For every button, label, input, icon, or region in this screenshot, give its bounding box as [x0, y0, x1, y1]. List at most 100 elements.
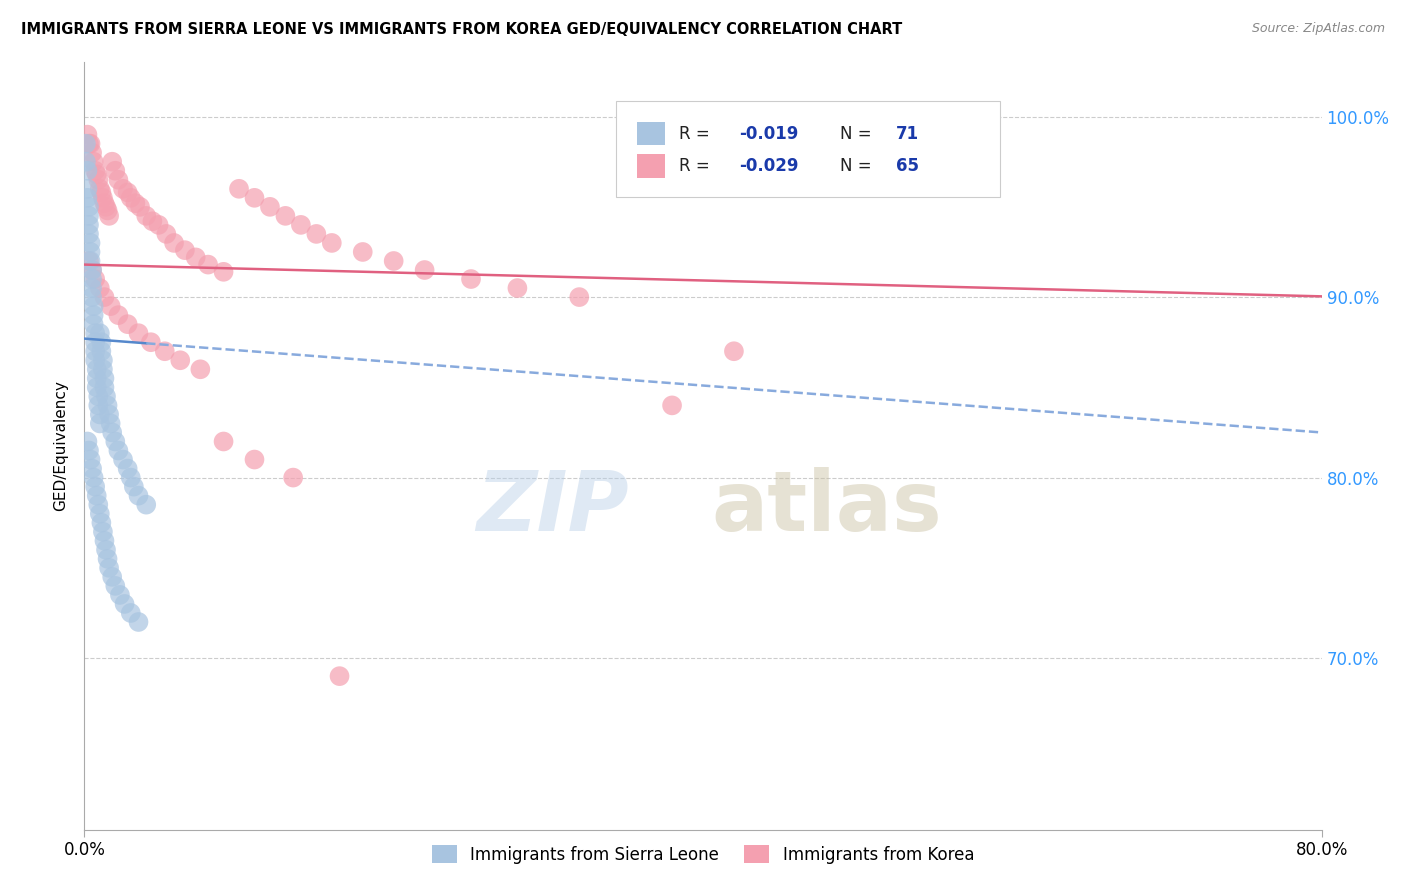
Point: [94, 200, 117, 214]
Text: 65: 65: [896, 157, 920, 175]
Point: [89, 182, 111, 196]
Point: [120, 191, 142, 205]
Point: [90, 516, 112, 530]
Point: [281, 470, 305, 484]
Point: [197, 258, 219, 272]
Point: [114, 597, 136, 611]
Point: [108, 588, 131, 602]
Point: [112, 182, 135, 196]
Point: [79, 244, 101, 259]
Point: [212, 434, 235, 449]
Point: [101, 154, 124, 169]
Point: [305, 227, 328, 241]
Point: [290, 218, 312, 232]
Point: [77, 218, 100, 232]
Point: [90, 344, 112, 359]
Point: [89, 507, 111, 521]
Point: [84, 353, 107, 368]
Point: [82, 263, 104, 277]
Point: [321, 235, 343, 250]
Point: [90, 335, 112, 350]
Point: [104, 163, 127, 178]
Point: [83, 308, 105, 322]
Point: [87, 398, 110, 412]
Point: [82, 281, 104, 295]
Point: [243, 191, 266, 205]
Text: N =: N =: [841, 125, 877, 143]
Point: [135, 498, 157, 512]
Point: [93, 371, 115, 385]
Point: [98, 561, 121, 575]
Point: [155, 227, 177, 241]
Point: [84, 326, 107, 341]
Point: [84, 272, 107, 286]
Point: [212, 265, 235, 279]
Point: [77, 227, 100, 241]
Point: [84, 344, 107, 359]
Point: [101, 570, 124, 584]
Point: [148, 218, 170, 232]
Point: [79, 235, 101, 250]
Text: ZIP: ZIP: [477, 467, 628, 548]
Point: [77, 443, 100, 458]
Point: [76, 128, 98, 142]
Point: [141, 214, 163, 228]
Point: [79, 254, 101, 268]
Point: [82, 461, 104, 475]
Point: [91, 524, 114, 539]
Point: [153, 344, 176, 359]
Point: [117, 186, 139, 200]
Point: [107, 173, 129, 187]
Point: [98, 209, 121, 223]
Point: [120, 606, 142, 620]
Point: [93, 380, 115, 394]
Point: [188, 362, 211, 376]
Point: [127, 489, 149, 503]
Text: Source: ZipAtlas.com: Source: ZipAtlas.com: [1251, 22, 1385, 36]
FancyBboxPatch shape: [637, 154, 665, 178]
Point: [259, 200, 281, 214]
Point: [135, 209, 157, 223]
Point: [413, 263, 436, 277]
Point: [93, 290, 115, 304]
Point: [77, 136, 100, 151]
Point: [352, 244, 374, 259]
Text: atlas: atlas: [711, 467, 942, 548]
Point: [723, 344, 745, 359]
Point: [76, 434, 98, 449]
Point: [91, 353, 114, 368]
Point: [101, 425, 124, 440]
Point: [382, 254, 405, 268]
Text: N =: N =: [841, 157, 877, 175]
Point: [86, 489, 108, 503]
Text: -0.029: -0.029: [740, 157, 799, 175]
Point: [93, 196, 115, 211]
Point: [76, 163, 98, 178]
Y-axis label: GED/Equivalency: GED/Equivalency: [53, 381, 69, 511]
Point: [127, 615, 149, 629]
Point: [94, 542, 117, 557]
Point: [76, 182, 98, 196]
Point: [77, 200, 100, 214]
Point: [82, 263, 104, 277]
Point: [87, 389, 110, 403]
Point: [460, 272, 482, 286]
Point: [76, 191, 98, 205]
Point: [84, 335, 107, 350]
Point: [96, 203, 118, 218]
Point: [228, 182, 250, 196]
Point: [75, 136, 97, 151]
Point: [86, 380, 108, 394]
Legend: Immigrants from Sierra Leone, Immigrants from Korea: Immigrants from Sierra Leone, Immigrants…: [425, 838, 981, 871]
Point: [84, 163, 107, 178]
Point: [98, 408, 121, 422]
Point: [169, 353, 191, 368]
Point: [100, 299, 122, 313]
Point: [89, 326, 111, 341]
Point: [139, 335, 162, 350]
Point: [83, 470, 105, 484]
Point: [184, 251, 207, 265]
Point: [86, 362, 108, 376]
Point: [107, 443, 129, 458]
Point: [93, 533, 115, 548]
